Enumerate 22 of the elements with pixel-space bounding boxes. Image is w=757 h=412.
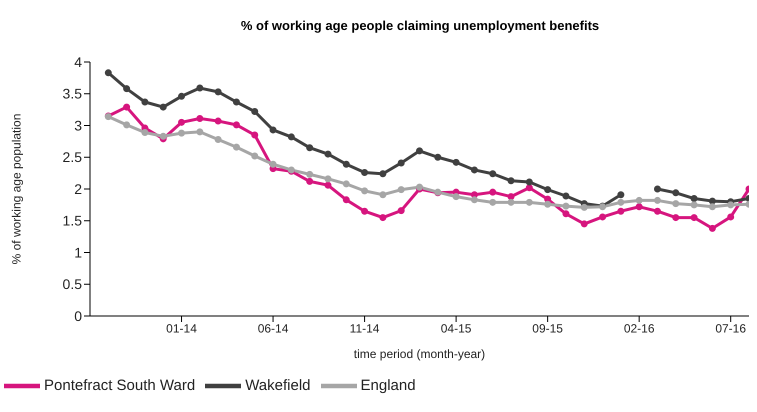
x-tick-label: 07-16: [715, 322, 746, 336]
legend-label: Pontefract South Ward: [44, 376, 196, 394]
x-tick-label: 11-14: [350, 322, 380, 336]
y-tick-label: 0: [74, 308, 82, 324]
x-tick-label: 04-15: [440, 322, 472, 336]
y-tick-label: 2: [74, 180, 82, 197]
chart-title: % of working age people claiming unemployment benefits: [240, 18, 600, 33]
y-axis-title: % of working age population: [9, 114, 24, 264]
y-tick-label: 3: [74, 117, 82, 134]
y-tick-label: 2.5: [62, 149, 82, 166]
y-tick-label: 1.5: [62, 212, 82, 229]
x-tick-label: 06-14: [258, 322, 289, 336]
x-tick-label: 09-15: [532, 322, 564, 336]
x-axis-title: time period (month-year): [354, 347, 486, 361]
y-tick-label: 4: [74, 54, 82, 70]
x-tick-label: 01-14: [166, 322, 198, 336]
y-tick-label: 3.5: [62, 86, 82, 102]
y-tick-label: 1: [74, 244, 82, 260]
legend-label: Wakefield: [245, 376, 310, 394]
y-tick-label: 0.5: [62, 276, 82, 292]
legend-label: England: [360, 376, 416, 394]
x-tick-label: 02-16: [624, 322, 655, 336]
